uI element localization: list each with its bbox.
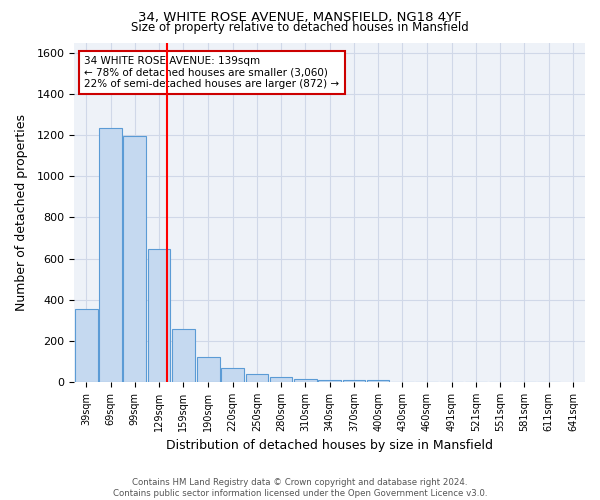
Text: Contains HM Land Registry data © Crown copyright and database right 2024.
Contai: Contains HM Land Registry data © Crown c… (113, 478, 487, 498)
Bar (124, 136, 146, 382)
Text: Size of property relative to detached houses in Mansfield: Size of property relative to detached ho… (131, 22, 469, 35)
Bar (367, 380, 389, 382)
Bar (270, 377, 292, 382)
Bar (99, 128, 122, 382)
Bar (172, 328, 194, 382)
Bar (221, 368, 244, 382)
Bar (75, 309, 98, 382)
Bar (294, 378, 317, 382)
Text: 34, WHITE ROSE AVENUE, MANSFIELD, NG18 4YF: 34, WHITE ROSE AVENUE, MANSFIELD, NG18 4… (138, 12, 462, 24)
Bar (343, 380, 365, 382)
Y-axis label: Number of detached properties: Number of detached properties (15, 114, 28, 311)
Bar (318, 380, 341, 382)
Text: 34 WHITE ROSE AVENUE: 139sqm
← 78% of detached houses are smaller (3,060)
22% of: 34 WHITE ROSE AVENUE: 139sqm ← 78% of de… (85, 56, 340, 90)
Bar (245, 374, 268, 382)
Bar (197, 358, 220, 382)
X-axis label: Distribution of detached houses by size in Mansfield: Distribution of detached houses by size … (166, 440, 493, 452)
Bar (148, 250, 170, 382)
